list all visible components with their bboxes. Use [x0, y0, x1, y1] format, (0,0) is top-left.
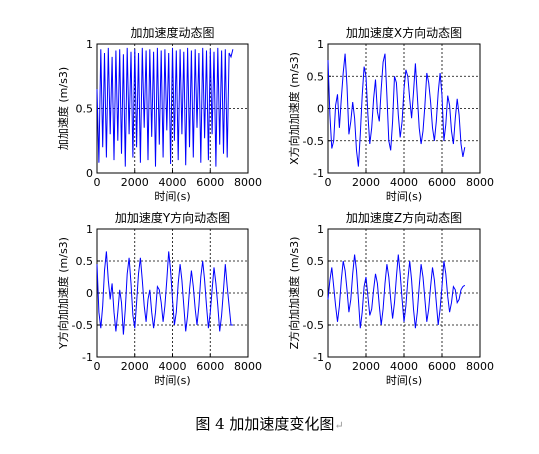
x-tick-label: 0 — [325, 360, 332, 373]
x-tick-label: 8000 — [466, 360, 494, 373]
series-line — [96, 251, 233, 335]
chart-2: 0 2000 4000 6000 8000 -1 -0.5 0 0.5 1 加加速度X方向动态图时间… — [287, 25, 494, 203]
chart-title: 加加速度X方向动态图 — [346, 25, 462, 40]
series-line — [96, 47, 234, 167]
y-tick-label: 0 — [86, 287, 93, 300]
x-tick-label: 8000 — [234, 360, 262, 373]
x-tick-label: 2000 — [121, 360, 149, 373]
y-tick-label: 1 — [317, 223, 324, 236]
x-tick-label: 2000 — [352, 360, 380, 373]
y-tick-label: -1 — [313, 351, 324, 364]
figure-caption: 图 4 加加速度变化图↵ — [0, 413, 539, 434]
y-tick-label: 1 — [86, 38, 93, 51]
x-axis-label: 时间(s) — [154, 190, 190, 203]
x-tick-label: 4000 — [390, 176, 418, 189]
y-axis-label: X方向加加速度 (m/s3) — [287, 52, 301, 165]
x-tick-label: 8000 — [234, 176, 262, 189]
series-line — [327, 254, 466, 329]
x-tick-label: 2000 — [121, 176, 149, 189]
y-tick-label: 1 — [86, 223, 93, 236]
y-tick-label: 0 — [317, 287, 324, 300]
y-axis-label: 加加速度 (m/s3) — [56, 67, 70, 150]
y-axis-label: Z方向加加速度 (m/s3) — [287, 237, 301, 350]
y-tick-label: 0 — [86, 167, 93, 180]
x-tick-label: 0 — [325, 176, 332, 189]
chart-3: 0 2000 4000 6000 8000 -1 -0.5 0 0.5 1 加加速度Y方向动态图时间… — [56, 210, 262, 387]
x-tick-label: 6000 — [196, 360, 224, 373]
x-tick-label: 0 — [94, 176, 101, 189]
caption-text: 图 4 加加速度变化图 — [195, 415, 335, 433]
y-tick-label: 0.5 — [76, 103, 94, 116]
x-tick-label: 6000 — [428, 360, 456, 373]
y-tick-label: -0.5 — [303, 319, 324, 332]
y-tick-label: 0.5 — [76, 255, 94, 268]
y-tick-label: -0.5 — [72, 319, 93, 332]
x-tick-label: 6000 — [196, 176, 224, 189]
chart-title: 加加速度动态图 — [130, 25, 214, 40]
y-tick-label: 0 — [317, 103, 324, 116]
y-tick-label: 0.5 — [307, 70, 325, 83]
chart-title: 加加速度Z方向动态图 — [346, 210, 462, 225]
x-axis-label: 时间(s) — [386, 190, 422, 203]
x-tick-label: 0 — [94, 360, 101, 373]
chart-4: 0 2000 4000 6000 8000 -1 -0.5 0 0.5 1 加加速度Z方向动态图时间… — [287, 210, 494, 387]
x-tick-label: 6000 — [428, 176, 456, 189]
y-tick-label: 0.5 — [307, 255, 325, 268]
y-tick-label: -0.5 — [303, 135, 324, 148]
y-tick-label: -1 — [313, 167, 324, 180]
paragraph-mark: ↵ — [334, 419, 344, 432]
x-tick-label: 4000 — [159, 176, 187, 189]
x-tick-label: 8000 — [466, 176, 494, 189]
series-line — [327, 53, 466, 167]
chart-title: 加加速度Y方向动态图 — [115, 210, 230, 225]
x-axis-label: 时间(s) — [154, 374, 190, 387]
x-tick-label: 4000 — [159, 360, 187, 373]
y-axis-label: Y方向加加速度 (m/s3) — [56, 237, 70, 350]
y-tick-label: 1 — [317, 38, 324, 51]
x-tick-label: 4000 — [390, 360, 418, 373]
x-tick-label: 2000 — [352, 176, 380, 189]
y-tick-label: -1 — [82, 351, 93, 364]
x-axis-label: 时间(s) — [386, 374, 422, 387]
